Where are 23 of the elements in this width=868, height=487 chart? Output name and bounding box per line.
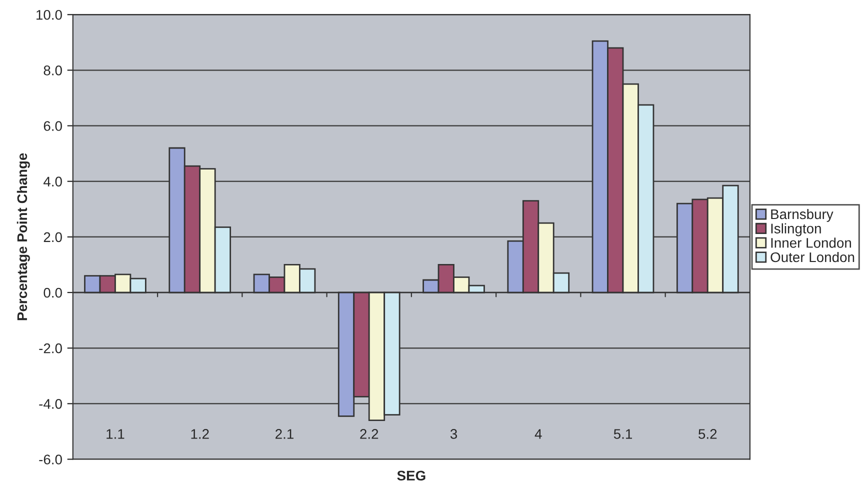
y-tick-label: 4.0 [44, 176, 62, 187]
x-tick-label: 4 [534, 429, 542, 439]
legend-label: Inner London [771, 238, 851, 248]
legend-label: Barnsbury [771, 208, 834, 222]
y-tick-label: -2.0 [39, 343, 62, 354]
x-axis-title: SEG [397, 470, 426, 481]
x-tick-label: 3 [450, 429, 457, 439]
legend-label: Islington [771, 223, 821, 236]
y-tick-label: 8.0 [44, 66, 62, 76]
x-tick-label: 5.1 [614, 429, 632, 439]
y-tick-label: 10.0 [36, 10, 62, 20]
y-tick-label: 6.0 [44, 121, 62, 131]
y-tick-label: 2.0 [44, 232, 62, 242]
x-tick-label: 1.1 [106, 429, 124, 439]
y-axis-title: Percentage Point Change [16, 153, 30, 320]
y-tick-label: -4.0 [39, 398, 62, 409]
x-tick-label: 5.2 [698, 429, 717, 439]
y-tick-label: 0.0 [44, 288, 62, 298]
x-tick-label: 2.2 [360, 429, 378, 439]
x-tick-label: 1.2 [191, 429, 209, 439]
x-tick-label: 2.1 [276, 429, 294, 439]
y-tick-label: -6.0 [39, 454, 62, 464]
legend-label: Outer London [770, 252, 854, 262]
